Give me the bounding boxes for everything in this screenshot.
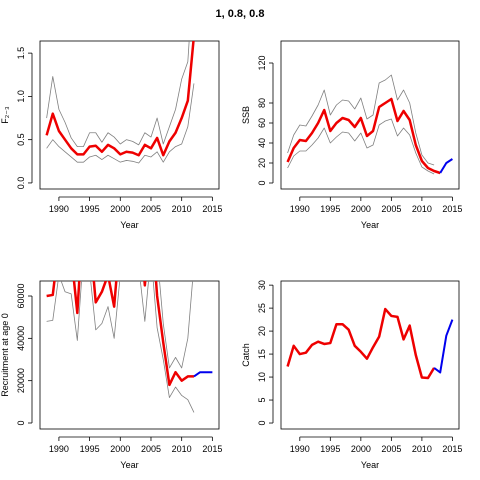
plot-box xyxy=(39,280,220,430)
series-line xyxy=(46,281,194,387)
x-tick-label: 2000 xyxy=(351,204,371,214)
x-tick-label: 2015 xyxy=(202,444,222,454)
y-tick-label: 60000 xyxy=(16,283,26,308)
x-tick-label: 1995 xyxy=(80,204,100,214)
x-axis-label: Year xyxy=(120,220,138,230)
x-tick-label: 2005 xyxy=(141,444,161,454)
x-tick-label: 1995 xyxy=(80,444,100,454)
y-tick-label: 15 xyxy=(257,349,267,359)
x-tick-label: 2010 xyxy=(412,204,432,214)
x-tick-label: 2000 xyxy=(110,444,130,454)
plot-box xyxy=(280,40,460,190)
x-tick-label: 2015 xyxy=(442,444,462,454)
x-axis-label: Year xyxy=(361,460,379,470)
x-tick-label: 1990 xyxy=(290,204,310,214)
x-tick-label: 1990 xyxy=(290,444,310,454)
panel: 1990 1995 2000 2005 2010 2015 0 20000 40000 60000… xyxy=(0,280,222,470)
panel: 1990 1995 2000 2005 2010 2015 0.0 0.5 1.0 1.5 Year… xyxy=(0,40,222,230)
y-axis-label: SSB xyxy=(241,106,251,124)
y-tick-label: 20 xyxy=(257,326,267,336)
series-line xyxy=(159,281,193,369)
series-line xyxy=(193,371,213,378)
x-tick-label: 1990 xyxy=(49,204,69,214)
figure-title: 1, 0.8, 0.8 xyxy=(216,8,265,20)
x-tick-label: 2010 xyxy=(172,204,192,214)
x-tick-label: 1990 xyxy=(49,444,69,454)
x-tick-label: 1995 xyxy=(320,444,340,454)
lines xyxy=(45,41,195,164)
series-line xyxy=(45,41,195,157)
y-tick-label: 60 xyxy=(257,118,267,128)
series-line xyxy=(286,307,436,380)
x-tick-label: 2010 xyxy=(172,444,192,454)
y-tick-label: 80 xyxy=(257,98,267,108)
y-tick-label: 1.5 xyxy=(16,47,26,60)
x-axis-label: Year xyxy=(361,220,379,230)
x-tick-label: 2015 xyxy=(442,204,462,214)
plot-box xyxy=(39,40,220,190)
lines xyxy=(286,307,454,380)
y-tick-label: 1.0 xyxy=(16,90,26,103)
series-line xyxy=(46,41,190,147)
x-tick-label: 2015 xyxy=(202,204,222,214)
series-line xyxy=(46,83,195,164)
y-tick-label: 25 xyxy=(257,303,267,313)
y-tick-label: 5 xyxy=(257,398,267,403)
y-tick-label: 30 xyxy=(257,280,267,290)
y-tick-label: 20000 xyxy=(16,368,26,393)
series-line xyxy=(286,97,441,175)
y-tick-label: 0 xyxy=(257,180,267,185)
lines xyxy=(286,74,453,175)
panel: 1990 1995 2000 2005 2010 2015 0 5 10 15 20 25 30 Year… xyxy=(241,280,462,470)
x-tick-label: 2010 xyxy=(412,444,432,454)
plot-box xyxy=(280,280,460,430)
x-tick-label: 2000 xyxy=(351,444,371,454)
lines xyxy=(46,281,213,413)
y-axis-label: Recruitment at age 0 xyxy=(0,313,10,397)
y-tick-label: 0.5 xyxy=(16,133,26,146)
y-tick-label: 0 xyxy=(257,421,267,426)
series-line xyxy=(433,319,454,374)
series-line xyxy=(287,74,435,166)
y-tick-label: 40 xyxy=(257,138,267,148)
y-tick-label: 120 xyxy=(257,55,267,70)
y-tick-label: 10 xyxy=(257,372,267,382)
y-axis-label: F₂₋₃ xyxy=(0,106,10,124)
y-tick-label: 20 xyxy=(257,158,267,168)
x-tick-label: 2005 xyxy=(381,204,401,214)
series-line xyxy=(439,158,453,174)
y-axis-label: Catch xyxy=(241,343,251,367)
panel: 1990 1995 2000 2005 2010 2015 0 20 40 60 80 120 Year… xyxy=(241,40,462,230)
x-axis-label: Year xyxy=(120,460,138,470)
y-tick-label: 0.0 xyxy=(16,177,26,190)
x-tick-label: 1995 xyxy=(320,204,340,214)
series-line xyxy=(46,281,195,413)
y-tick-label: 0 xyxy=(16,420,26,425)
x-tick-label: 2005 xyxy=(381,444,401,454)
series-line xyxy=(287,118,435,175)
y-tick-label: 40000 xyxy=(16,326,26,351)
x-tick-label: 2000 xyxy=(110,204,130,214)
x-tick-label: 2005 xyxy=(141,204,161,214)
